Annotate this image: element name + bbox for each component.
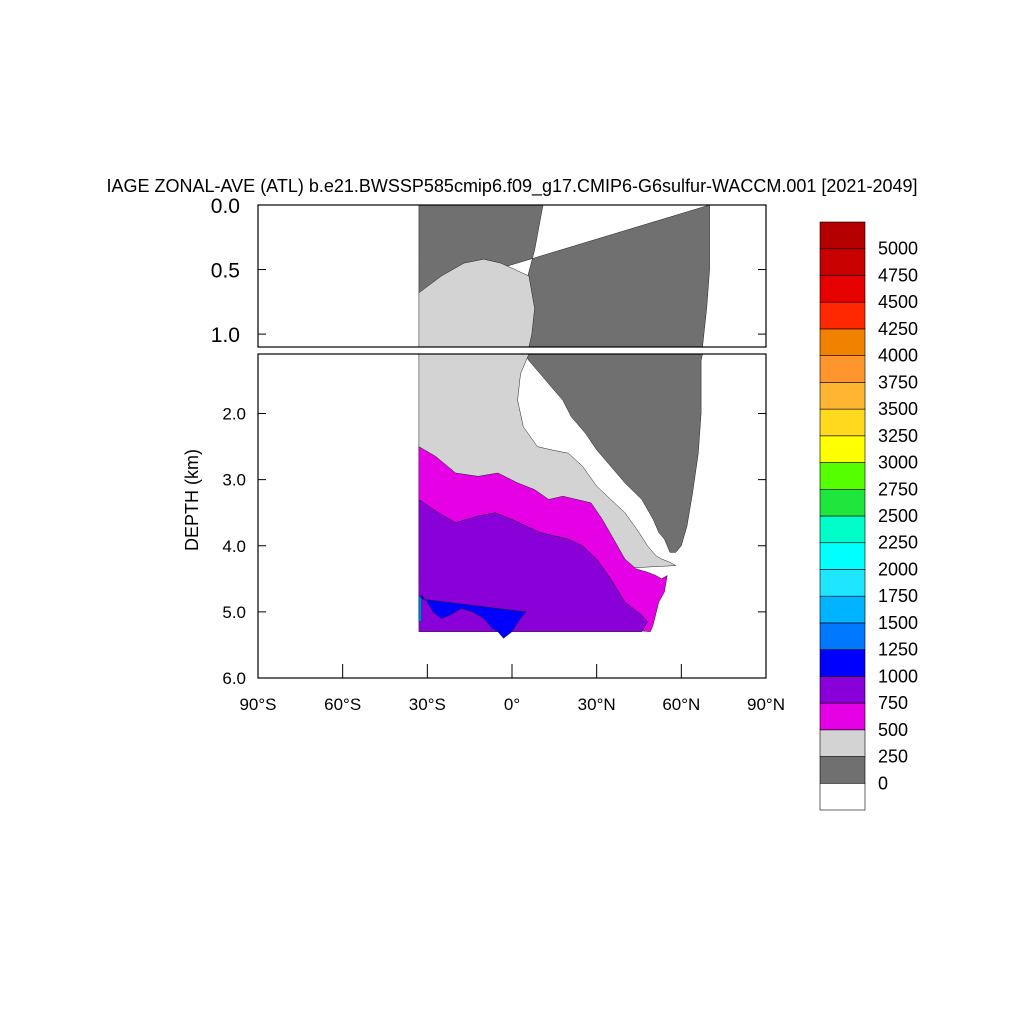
- colorbar-label: 4750: [878, 266, 918, 286]
- upper-y-tick-label: 0.0: [211, 195, 240, 218]
- contour-region-lower-5: [418, 595, 422, 623]
- x-tick-label: 30°N: [578, 695, 616, 714]
- x-tick-label: 60°S: [324, 695, 361, 714]
- colorbar-box-6: [819, 622, 866, 650]
- colorbar-box-21: [819, 221, 866, 250]
- colorbar-label: 2000: [878, 560, 918, 580]
- x-tick-label: 60°N: [662, 695, 700, 714]
- colorbar-label: 2500: [878, 506, 918, 526]
- lower-panel-fills: [418, 354, 703, 639]
- colorbar-box-17: [819, 328, 866, 356]
- colorbar-label: 2250: [878, 533, 918, 553]
- colorbar-box-1: [819, 756, 866, 784]
- colorbar-label: 2750: [878, 479, 918, 499]
- plot-layer: 0.0 0.5 1.0 2.0 3.0 4.0 5.0 6.0 90°S 60°S 30°S 0° 30…: [211, 195, 785, 902]
- colorbar-label: 3250: [878, 426, 918, 446]
- colorbar-label: 1000: [878, 666, 918, 686]
- colorbar-label: 3500: [878, 399, 918, 419]
- colorbar-label: 3000: [878, 453, 918, 473]
- colorbar-box-5: [819, 649, 866, 677]
- colorbar-box-4: [819, 676, 866, 704]
- colorbar-label: 0: [878, 773, 888, 793]
- x-tick-label: 90°N: [747, 695, 785, 714]
- colorbar-box-7: [819, 595, 866, 624]
- contour-region-upper-3: [419, 631, 648, 889]
- colorbar-box-9: [819, 542, 866, 570]
- x-tick-label: 0°: [504, 695, 520, 714]
- upper-y-tick-label: 1.0: [211, 324, 240, 347]
- colorbar-label: 750: [878, 693, 908, 713]
- lower-y-tick-label: 3.0: [222, 471, 246, 490]
- colorbar-box-11: [819, 488, 866, 517]
- upper-panel-fills: [418, 205, 710, 902]
- colorbar-label: 1500: [878, 613, 918, 633]
- colorbar-box-20: [819, 248, 866, 276]
- colorbar-label: 1250: [878, 640, 918, 660]
- contour-region-upper-5: [419, 818, 422, 870]
- colorbar-box-3: [819, 702, 866, 731]
- chart-title: IAGE ZONAL-AVE (ATL) b.e21.BWSSP585cmip6…: [106, 176, 917, 197]
- colorbar-box-18: [819, 301, 866, 330]
- colorbar-box-14: [819, 408, 866, 437]
- colorbar-label: 250: [878, 747, 908, 767]
- y-axis-label: DEPTH (km): [182, 449, 202, 551]
- x-tick-label: 90°S: [239, 695, 276, 714]
- colorbar-box-8: [819, 569, 866, 597]
- contour-region-lower-3: [418, 499, 648, 632]
- lower-y-tick-label: 6.0: [222, 669, 246, 688]
- x-tick-label: 30°S: [409, 695, 446, 714]
- colorbar-box-2: [819, 729, 866, 757]
- contour-region-upper-1: [418, 258, 535, 347]
- colorbar-label: 4500: [878, 292, 918, 312]
- colorbar-box-19: [819, 275, 866, 303]
- lower-y-tick-label: 4.0: [222, 537, 246, 556]
- colorbar-box-0: [819, 782, 866, 811]
- colorbar-label: 3750: [878, 372, 918, 392]
- upper-y-tick-label: 0.5: [211, 260, 240, 283]
- colorbar-box-13: [819, 435, 866, 463]
- upper-panel-frame: [257, 204, 767, 348]
- contour-region-lower-4: [418, 595, 527, 639]
- contour-region-lower-0: [524, 354, 703, 553]
- contour-region-upper-0: [418, 205, 710, 347]
- colorbar-label: 5000: [878, 239, 918, 259]
- colorbar: 0 250 500 750 1000 1250 1500 1750 2000 2250 2500 27…: [819, 221, 918, 811]
- colorbar-label: 4250: [878, 319, 918, 339]
- lower-y-tick-label: 2.0: [222, 405, 246, 424]
- colorbar-box-12: [819, 462, 866, 490]
- contour-region-upper-4: [419, 818, 526, 902]
- colorbar-box-10: [819, 515, 866, 544]
- colorbar-label: 500: [878, 720, 908, 740]
- colorbar-box-15: [819, 382, 866, 410]
- colorbar-label: 1750: [878, 586, 918, 606]
- colorbar-label: 4000: [878, 346, 918, 366]
- colorbar-box-16: [819, 355, 866, 383]
- lower-y-tick-label: 5.0: [222, 603, 246, 622]
